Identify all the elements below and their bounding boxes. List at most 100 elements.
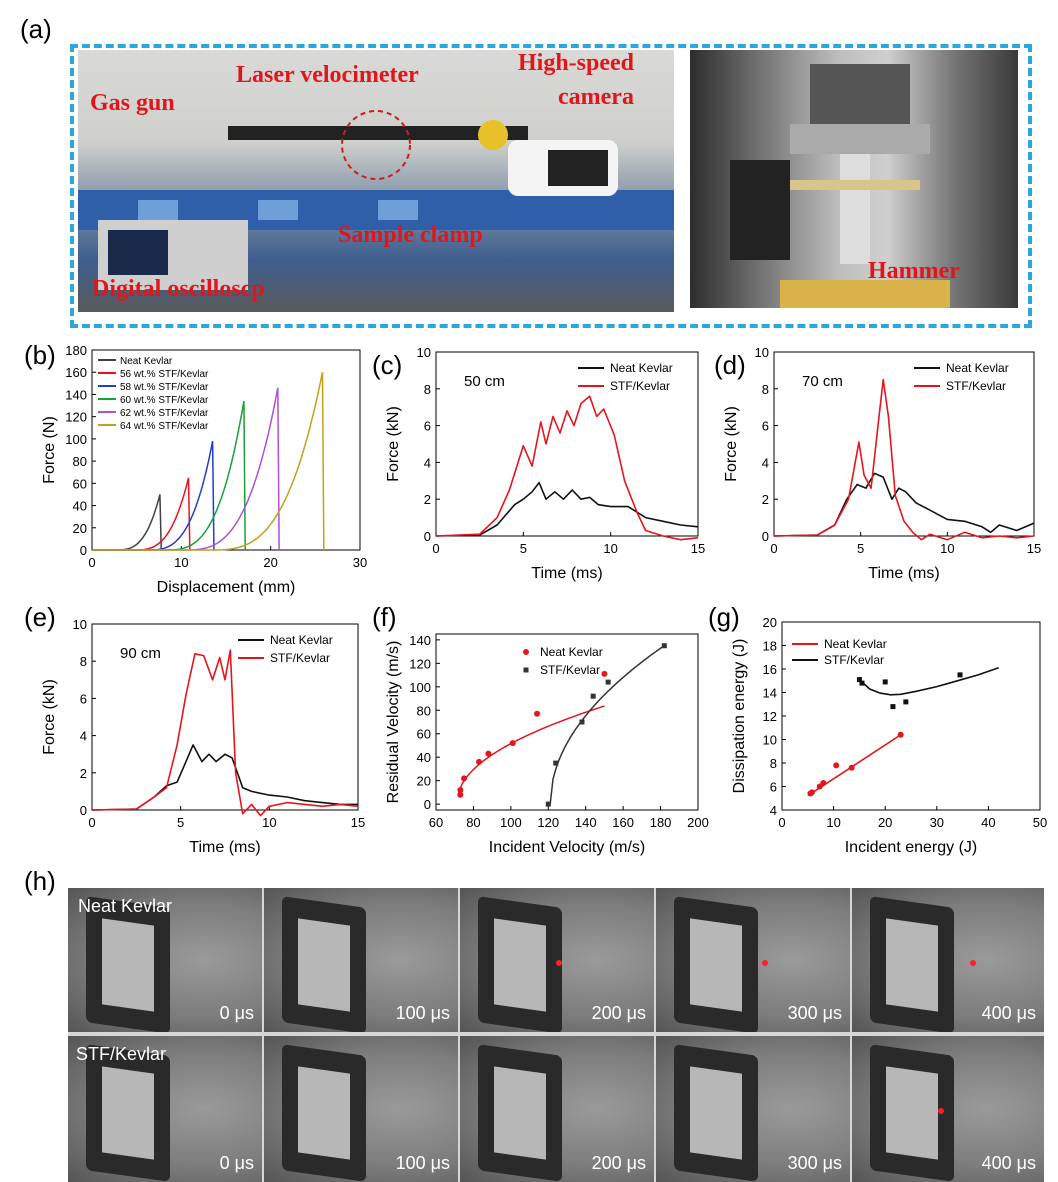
y-tick-label: 8	[762, 382, 769, 397]
x-axis-label: Displacement (mm)	[157, 579, 296, 596]
gas-gun-setup-photo: Gas gun Laser velocimeter High-speed cam…	[78, 50, 674, 312]
data-point	[534, 710, 541, 717]
x-axis-label: Time (ms)	[868, 565, 939, 582]
fit-line	[549, 644, 665, 805]
y-tick-label: 10	[763, 733, 777, 748]
frame-time: 300 μs	[787, 1153, 842, 1173]
frame-time: 200 μs	[591, 1153, 646, 1173]
fit-line	[858, 667, 999, 696]
chart-b: 0 10 20 30 0 20 40 60 80 100 120 140 160 180 Displacem…	[41, 343, 367, 596]
data-point	[859, 680, 865, 686]
data-point	[957, 672, 963, 678]
y-tick-label: 20	[73, 521, 87, 536]
y-tick-label: 4	[762, 455, 769, 470]
y-tick-label: 40	[417, 750, 431, 765]
legend-entry: 56 wt.% STF/Kevlar	[120, 369, 209, 380]
legend-swatch	[523, 649, 529, 655]
y-tick-label: 10	[417, 345, 431, 360]
row-label-stf-kevlar: STF/Kevlar	[76, 1044, 167, 1064]
y-tick-label: 8	[80, 654, 87, 669]
frame-neat-0: 0 μs	[68, 888, 262, 1032]
data-point	[485, 750, 492, 757]
panel-label-a: (a)	[20, 14, 52, 44]
plot-frame	[773, 351, 1035, 537]
y-tick-label: 120	[65, 410, 87, 425]
frame-stf-100: 100 μs	[264, 1036, 458, 1182]
projectile-marker	[938, 1108, 944, 1114]
x-axis-label: Incident Velocity (m/s)	[489, 839, 646, 856]
y-tick-label: 100	[409, 680, 431, 695]
y-tick-label: 0	[762, 529, 769, 544]
x-tick-label: 0	[778, 815, 785, 830]
data-point	[903, 699, 909, 705]
series-line	[435, 395, 699, 541]
y-tick-label: 60	[417, 727, 431, 742]
series-line	[435, 481, 699, 537]
x-tick-label: 10	[174, 555, 188, 570]
frame-time: 0 μs	[219, 1153, 254, 1173]
series-line	[773, 378, 1035, 541]
label-high-speed-camera-1: High-speed	[518, 50, 635, 76]
frame-neat-400: 400 μs	[852, 888, 1044, 1032]
legend-entry: STF/Kevlar	[610, 379, 670, 393]
y-tick-label: 80	[417, 703, 431, 718]
y-tick-label: 4	[424, 455, 431, 470]
data-point	[808, 789, 815, 796]
x-tick-label: 60	[429, 815, 443, 830]
plot-frame	[91, 349, 361, 551]
data-point	[461, 775, 468, 782]
series-line	[92, 440, 215, 551]
x-tick-label: 20	[878, 815, 892, 830]
y-tick-label: 12	[763, 709, 777, 724]
chart-annotation: 90 cm	[120, 645, 161, 662]
legend-entry: Neat Kevlar	[610, 361, 673, 375]
y-tick-label: 0	[424, 529, 431, 544]
x-tick-label: 0	[770, 541, 777, 556]
panel-label-g: (g)	[708, 602, 740, 632]
x-axis-label: Incident energy (J)	[845, 839, 978, 856]
x-tick-label: 0	[88, 815, 95, 830]
data-point	[509, 740, 516, 747]
x-tick-label: 100	[500, 815, 522, 830]
y-tick-label: 2	[762, 492, 769, 507]
data-point	[833, 762, 840, 769]
y-tick-label: 4	[80, 729, 87, 744]
y-axis-label: Residual Velocity (m/s)	[385, 641, 402, 804]
x-tick-label: 5	[520, 541, 527, 556]
frame-time: 200 μs	[591, 1003, 646, 1023]
label-high-speed-camera-2: camera	[558, 84, 634, 110]
y-tick-label: 140	[65, 387, 87, 402]
projectile-marker	[762, 960, 768, 966]
y-axis-label: Force (kN)	[385, 406, 402, 482]
legend-entry: Neat Kevlar	[270, 633, 333, 647]
x-tick-label: 15	[691, 541, 705, 556]
data-point	[890, 704, 896, 710]
panel-label-h: (h)	[24, 866, 56, 896]
y-tick-label: 120	[409, 656, 431, 671]
projectile-marker	[556, 960, 562, 966]
chart-annotation: 50 cm	[464, 373, 505, 390]
x-tick-label: 200	[687, 815, 709, 830]
plot-frame	[435, 633, 699, 811]
y-tick-label: 180	[65, 343, 87, 358]
frame-neat-300: 300 μs	[656, 888, 850, 1032]
frame-stf-400: 400 μs	[852, 1036, 1044, 1182]
label-digital-oscilloscope: Digital oscilloscp	[92, 276, 265, 302]
y-tick-label: 6	[770, 780, 777, 795]
x-tick-label: 160	[612, 815, 634, 830]
x-tick-label: 5	[857, 541, 864, 556]
x-tick-label: 0	[88, 555, 95, 570]
x-tick-label: 120	[537, 815, 559, 830]
data-point	[457, 787, 464, 794]
legend-entry: STF/Kevlar	[824, 653, 884, 667]
legend-entry: Neat Kevlar	[946, 361, 1009, 375]
photo-frame	[70, 44, 1032, 328]
data-point	[601, 670, 608, 677]
y-tick-label: 0	[424, 797, 431, 812]
data-point	[579, 719, 585, 725]
data-point	[897, 731, 904, 738]
x-tick-label: 80	[466, 815, 480, 830]
chart-f: 60 80 100 120 140 160 180 200 0 20 40 60 80 100 120 140…	[385, 633, 709, 856]
label-hammer: Hammer	[868, 258, 960, 284]
